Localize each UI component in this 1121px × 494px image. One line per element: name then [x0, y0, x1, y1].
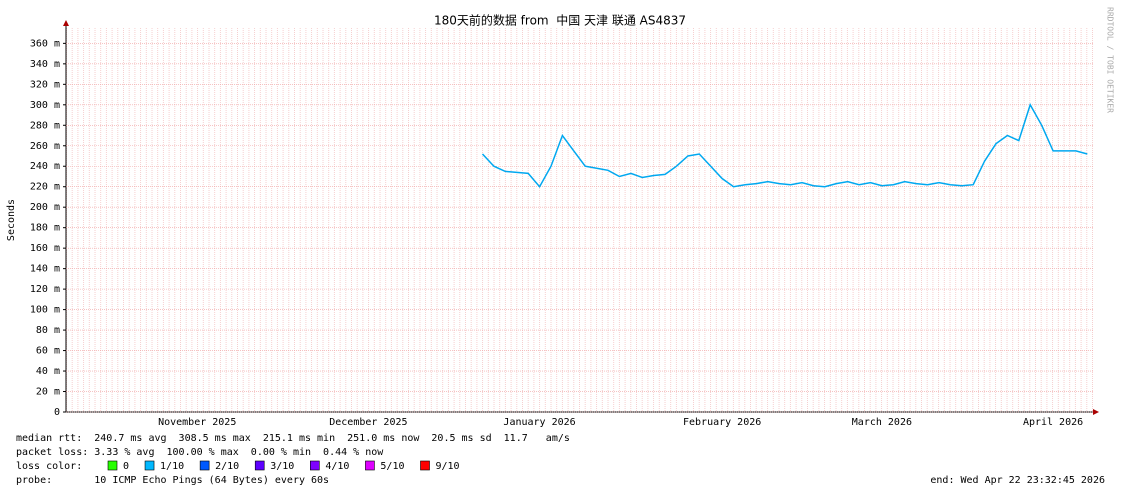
y-tick-label: 200 m [30, 202, 60, 213]
y-tick-label: 180 m [30, 223, 60, 234]
legend-swatch [107, 460, 118, 471]
y-tick-label: 240 m [30, 161, 60, 172]
legend-swatch [254, 460, 265, 471]
x-tick-label: December 2025 [329, 417, 407, 428]
legend-swatch [199, 460, 210, 471]
x-tick-label: February 2026 [683, 417, 761, 428]
y-tick-label: 280 m [30, 120, 60, 131]
legend-label: 3/10 [270, 461, 294, 472]
stats-line: median rtt: 240.7 ms avg 308.5 ms max 21… [16, 433, 570, 444]
legend-label: 9/10 [436, 461, 460, 472]
y-tick-label: 100 m [30, 305, 60, 316]
watermark: RRDTOOL / TOBI OETIKER [1106, 7, 1115, 113]
chart-title: 180天前的数据 from 中国 天津 联通 AS4837 [434, 13, 686, 28]
x-tick-label: April 2026 [1023, 417, 1083, 428]
y-tick-label: 40 m [36, 366, 60, 377]
plot-background [66, 28, 1093, 412]
legend-label: 0 [123, 461, 129, 472]
y-axis-label: Seconds [6, 199, 17, 241]
y-tick-label: 260 m [30, 141, 60, 152]
legend-label: 2/10 [215, 461, 239, 472]
loss-legend-label: loss color: [16, 461, 82, 472]
y-tick-label: 360 m [30, 38, 60, 49]
x-tick-label: March 2026 [852, 417, 912, 428]
x-arrow [1093, 409, 1099, 415]
probe-info: probe: 10 ICMP Echo Pings (64 Bytes) eve… [16, 475, 329, 486]
legend-label: 1/10 [160, 461, 184, 472]
legend-label: 5/10 [380, 461, 404, 472]
y-tick-label: 320 m [30, 79, 60, 90]
stats-line: packet loss: 3.33 % avg 100.00 % max 0.0… [16, 447, 384, 458]
y-tick-label: 20 m [36, 387, 60, 398]
y-tick-label: 220 m [30, 182, 60, 193]
legend-swatch [310, 460, 320, 471]
y-arrow [63, 20, 69, 26]
legend-swatch [144, 460, 155, 471]
x-tick-label: January 2026 [503, 417, 575, 428]
y-tick-label: 60 m [36, 346, 60, 357]
y-tick-label: 80 m [36, 325, 60, 336]
legend-label: 4/10 [325, 461, 349, 472]
y-tick-label: 0 [54, 407, 60, 418]
y-tick-label: 160 m [30, 243, 60, 254]
series-line [481, 102, 1088, 189]
end-time: end: Wed Apr 22 23:32:45 2026 [930, 475, 1105, 486]
legend-swatch [365, 460, 375, 471]
y-tick-label: 340 m [30, 59, 60, 70]
y-tick-label: 300 m [30, 100, 60, 111]
y-tick-label: 120 m [30, 284, 60, 295]
x-tick-label: November 2025 [158, 417, 236, 428]
legend-swatch [420, 460, 430, 471]
y-tick-label: 140 m [30, 264, 60, 275]
